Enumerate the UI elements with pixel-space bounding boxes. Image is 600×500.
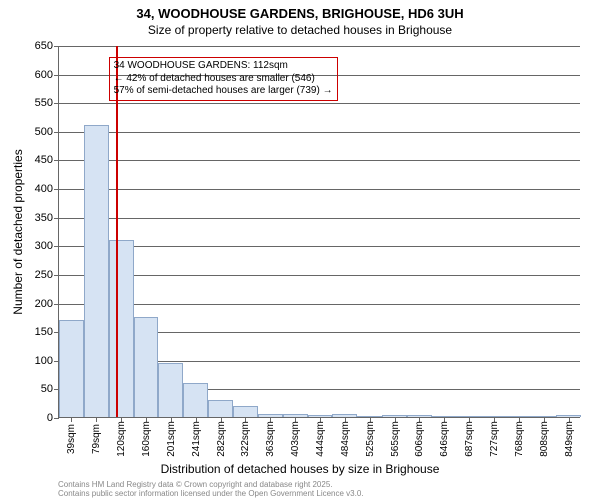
x-tick-label: 606sqm bbox=[414, 421, 425, 457]
x-tick-label: 282sqm bbox=[216, 421, 227, 457]
x-tick-label: 201sqm bbox=[166, 421, 177, 457]
x-tick-label: 849sqm bbox=[564, 421, 575, 457]
x-tick-mark bbox=[71, 417, 72, 422]
page-subtitle: Size of property relative to detached ho… bbox=[0, 21, 600, 37]
x-tick-label: 646sqm bbox=[439, 421, 450, 457]
x-tick-label: 444sqm bbox=[315, 421, 326, 457]
gridline bbox=[59, 304, 580, 305]
gridline bbox=[59, 132, 580, 133]
chart-container: 34, WOODHOUSE GARDENS, BRIGHOUSE, HD6 3U… bbox=[0, 0, 600, 500]
y-tick-label: 550 bbox=[35, 97, 59, 109]
gridline bbox=[59, 218, 580, 219]
x-tick-label: 768sqm bbox=[514, 421, 525, 457]
page-title: 34, WOODHOUSE GARDENS, BRIGHOUSE, HD6 3U… bbox=[0, 0, 600, 21]
y-tick-label: 400 bbox=[35, 183, 59, 195]
x-tick-label: 363sqm bbox=[265, 421, 276, 457]
x-tick-label: 322sqm bbox=[240, 421, 251, 457]
y-tick-label: 50 bbox=[41, 383, 59, 395]
y-tick-label: 350 bbox=[35, 212, 59, 224]
gridline bbox=[59, 46, 580, 47]
x-tick-label: 160sqm bbox=[141, 421, 152, 457]
y-tick-label: 500 bbox=[35, 126, 59, 138]
histogram-bar bbox=[59, 320, 84, 417]
gridline bbox=[59, 275, 580, 276]
gridline bbox=[59, 189, 580, 190]
x-tick-mark bbox=[96, 417, 97, 422]
x-axis-label: Distribution of detached houses by size … bbox=[0, 462, 600, 476]
histogram-bar bbox=[208, 400, 233, 417]
x-tick-label: 727sqm bbox=[489, 421, 500, 457]
gridline bbox=[59, 103, 580, 104]
x-tick-label: 687sqm bbox=[464, 421, 475, 457]
y-axis-label: Number of detached properties bbox=[11, 149, 25, 314]
y-tick-label: 450 bbox=[35, 154, 59, 166]
y-tick-label: 650 bbox=[35, 40, 59, 52]
footer-attribution: Contains HM Land Registry data © Crown c… bbox=[58, 480, 364, 498]
y-tick-label: 600 bbox=[35, 69, 59, 81]
histogram-bar bbox=[134, 317, 159, 417]
y-tick-label: 100 bbox=[35, 355, 59, 367]
annotation-line: ← 42% of detached houses are smaller (54… bbox=[114, 73, 333, 86]
annotation-line: 34 WOODHOUSE GARDENS: 112sqm bbox=[114, 60, 333, 73]
histogram-bar bbox=[109, 240, 134, 417]
histogram-bar bbox=[84, 125, 109, 417]
y-tick-label: 250 bbox=[35, 269, 59, 281]
histogram-bar bbox=[183, 383, 208, 417]
annotation-box: 34 WOODHOUSE GARDENS: 112sqm← 42% of det… bbox=[109, 57, 338, 101]
annotation-line: 57% of semi-detached houses are larger (… bbox=[114, 85, 333, 98]
gridline bbox=[59, 246, 580, 247]
plot-region: 0501001502002503003504004505005506006503… bbox=[58, 46, 580, 418]
footer-line-2: Contains public sector information licen… bbox=[58, 489, 364, 498]
y-tick-label: 150 bbox=[35, 326, 59, 338]
y-tick-label: 0 bbox=[47, 412, 59, 424]
x-tick-label: 120sqm bbox=[116, 421, 127, 457]
y-tick-label: 200 bbox=[35, 298, 59, 310]
x-tick-label: 39sqm bbox=[66, 424, 77, 454]
histogram-bar bbox=[233, 406, 258, 417]
x-tick-label: 241sqm bbox=[191, 421, 202, 457]
histogram-bar bbox=[158, 363, 183, 417]
x-tick-label: 525sqm bbox=[365, 421, 376, 457]
x-tick-label: 403sqm bbox=[290, 421, 301, 457]
footer-line-1: Contains HM Land Registry data © Crown c… bbox=[58, 480, 364, 489]
x-tick-label: 808sqm bbox=[539, 421, 550, 457]
y-tick-label: 300 bbox=[35, 240, 59, 252]
x-tick-label: 565sqm bbox=[390, 421, 401, 457]
chart-plot-area: 0501001502002503003504004505005506006503… bbox=[58, 46, 580, 418]
x-tick-label: 79sqm bbox=[91, 424, 102, 454]
x-tick-label: 484sqm bbox=[340, 421, 351, 457]
gridline bbox=[59, 160, 580, 161]
property-marker-line bbox=[116, 46, 118, 417]
